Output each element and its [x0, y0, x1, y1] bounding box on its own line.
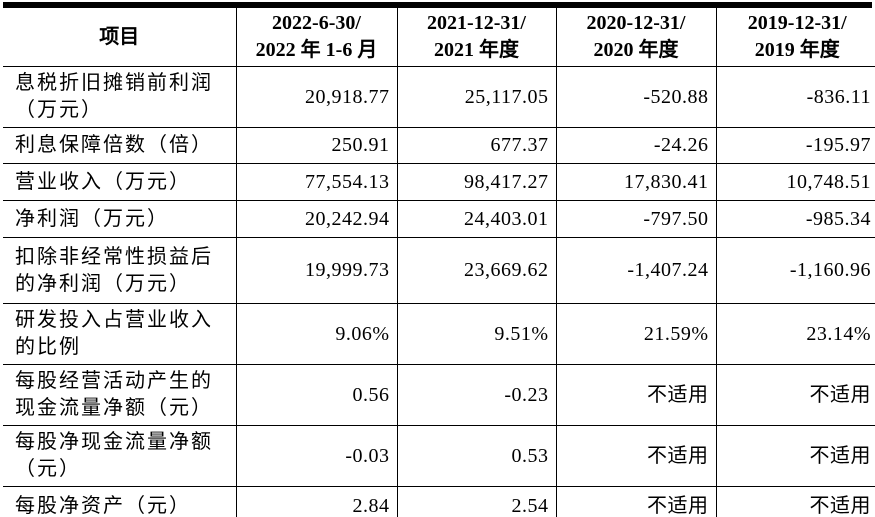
- cell-value: 9.51%: [396, 303, 557, 365]
- cell-value: 2.84: [235, 486, 398, 517]
- cell-value: 不适用: [715, 425, 875, 487]
- cell-value: -985.34: [715, 200, 875, 238]
- row-label: 营业收入（万元）: [3, 163, 237, 201]
- cell-value: -797.50: [555, 200, 717, 238]
- row-label: 每股净资产（元）: [3, 486, 237, 517]
- table-row: 利息保障倍数（倍） 250.91 677.37 -24.26 -195.97: [3, 127, 875, 164]
- cell-value: -195.97: [715, 127, 875, 164]
- cell-value: 24,403.01: [396, 200, 557, 238]
- cell-value: 0.53: [396, 425, 557, 487]
- table-row: 营业收入（万元） 77,554.13 98,417.27 17,830.41 10,74…: [3, 163, 875, 201]
- cell-value: -836.11: [715, 66, 875, 128]
- cell-value: -0.03: [235, 425, 398, 487]
- table-row: 每股净资产（元） 2.84 2.54 不适用 不适用: [3, 486, 875, 517]
- row-label: 每股净现金流量净额 （元）: [3, 425, 237, 487]
- cell-value: 不适用: [715, 364, 875, 426]
- row-label: 利息保障倍数（倍）: [3, 127, 237, 164]
- cell-value: 77,554.13: [235, 163, 398, 201]
- row-label: 研发投入占营业收入 的比例: [3, 303, 237, 365]
- cell-value: 10,748.51: [715, 163, 875, 201]
- table-row: 息税折旧摊销前利润 （万元） 20,918.77 25,117.05 -520.88-…: [3, 66, 875, 128]
- cell-value: -1,160.96: [715, 237, 875, 304]
- table-header-row: 项目 2022-6-30/ 2022 年 1-6 月 2021-12-31/ 2…: [3, 8, 875, 67]
- table-row: 净利润（万元） 20,242.94 24,403.01 -797.50 -985.34: [3, 200, 875, 238]
- cell-value: 9.06%: [235, 303, 398, 365]
- row-label: 每股经营活动产生的 现金流量净额（元）: [3, 364, 237, 426]
- table-row: 扣除非经常性损益后 的净利润（万元） 19,999.73 23,669.62 -1,4…: [3, 237, 875, 304]
- cell-value: 0.56: [235, 364, 398, 426]
- cell-value: -1,407.24: [555, 237, 717, 304]
- cell-value: 19,999.73: [235, 237, 398, 304]
- table-row: 每股净现金流量净额 （元） -0.03 0.53 不适用 不适用: [3, 425, 875, 487]
- header-period-2022-h1: 2022-6-30/ 2022 年 1-6 月: [235, 8, 398, 67]
- header-period-2020: 2020-12-31/ 2020 年度: [555, 8, 717, 67]
- row-label: 扣除非经常性损益后 的净利润（万元）: [3, 237, 237, 304]
- cell-value: -0.23: [396, 364, 557, 426]
- cell-value: 250.91: [235, 127, 398, 164]
- cell-value: 不适用: [555, 425, 717, 487]
- cell-value: 20,242.94: [235, 200, 398, 238]
- cell-value: 677.37: [396, 127, 557, 164]
- row-label: 息税折旧摊销前利润 （万元）: [3, 66, 237, 128]
- cell-value: 23.14%: [715, 303, 875, 365]
- cell-value: 98,417.27: [396, 163, 557, 201]
- header-period-2019: 2019-12-31/ 2019 年度: [715, 8, 875, 67]
- data-table: 项目 2022-6-30/ 2022 年 1-6 月 2021-12-31/ 2…: [3, 8, 875, 517]
- cell-value: 25,117.05: [396, 66, 557, 128]
- table-row: 研发投入占营业收入 的比例 9.06% 9.51% 21.59% 23.14%: [3, 303, 875, 365]
- financial-indicators-table: 项目 2022-6-30/ 2022 年 1-6 月 2021-12-31/ 2…: [3, 2, 875, 517]
- header-period-2021: 2021-12-31/ 2021 年度: [396, 8, 557, 67]
- cell-value: 不适用: [715, 486, 875, 517]
- cell-value: -24.26: [555, 127, 717, 164]
- cell-value: 不适用: [555, 364, 717, 426]
- cell-value: 20,918.77: [235, 66, 398, 128]
- cell-value: 2.54: [396, 486, 557, 517]
- cell-value: 23,669.62: [396, 237, 557, 304]
- table-row: 每股经营活动产生的 现金流量净额（元） 0.56 -0.23 不适用 不适用: [3, 364, 875, 426]
- cell-value: 21.59%: [555, 303, 717, 365]
- cell-value: 不适用: [555, 486, 717, 517]
- cell-value: -520.88: [555, 66, 717, 128]
- row-label: 净利润（万元）: [3, 200, 237, 238]
- header-item-column: 项目: [3, 8, 237, 67]
- cell-value: 17,830.41: [555, 163, 717, 201]
